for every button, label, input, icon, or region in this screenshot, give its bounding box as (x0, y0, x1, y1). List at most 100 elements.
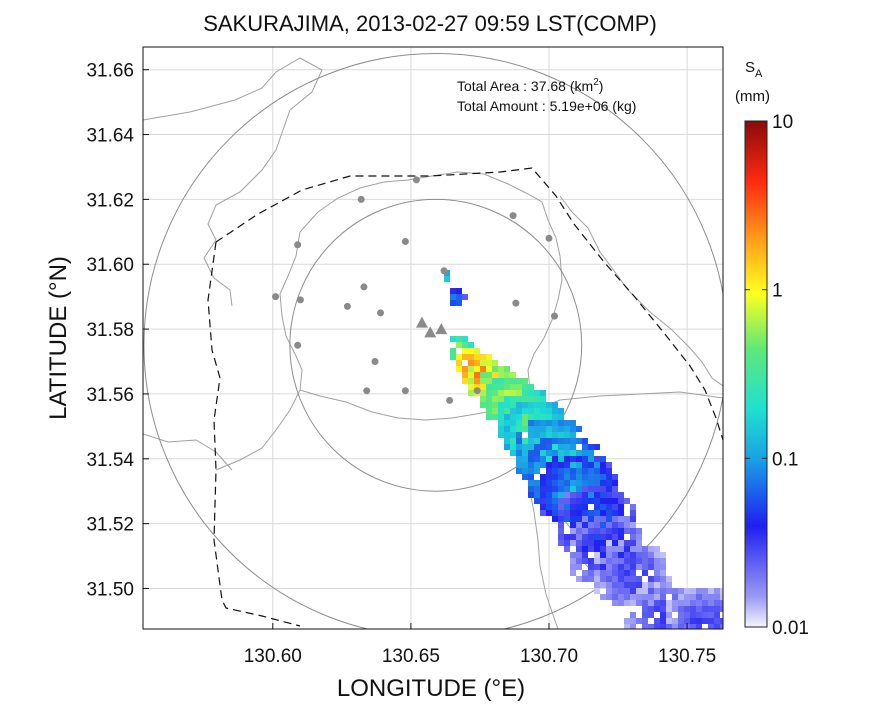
ash-cell (654, 630, 660, 636)
ash-cell (612, 564, 618, 570)
ash-cell (534, 390, 540, 396)
ash-cell (540, 450, 546, 456)
ash-cell (582, 534, 588, 540)
ash-cell (576, 486, 582, 492)
ash-cell (570, 534, 576, 540)
ash-cell (606, 474, 612, 480)
station-marker (371, 358, 379, 366)
ash-cell (504, 420, 510, 426)
ash-cell (624, 546, 630, 552)
ash-cell (618, 516, 624, 522)
ash-cell (648, 558, 654, 564)
ash-cell (540, 420, 546, 426)
x-tick-label: 130.60 (244, 646, 302, 667)
ash-cell (576, 516, 582, 522)
ash-cell (564, 480, 570, 486)
ash-cell (498, 396, 504, 402)
colorbar-tick-label: 1 (772, 281, 783, 302)
ash-cell (726, 630, 732, 636)
x-axis-label: LONGITUDE (°E) (337, 675, 525, 702)
ash-cell (600, 558, 606, 564)
ash-cell (594, 546, 600, 552)
ash-cell (462, 336, 468, 342)
ash-cell (456, 354, 462, 360)
y-tick-label: 31.52 (86, 515, 134, 536)
ash-cell (546, 492, 552, 498)
station-marker (294, 341, 302, 349)
ash-cell (630, 576, 636, 582)
ash-cell (594, 528, 600, 534)
ash-cell (444, 270, 450, 276)
ash-cell (444, 276, 450, 282)
ash-cell (582, 468, 588, 474)
ash-cell (576, 564, 582, 570)
ash-cell (486, 408, 492, 414)
ash-cell (702, 588, 708, 594)
ash-cell (606, 498, 612, 504)
ash-cell (534, 438, 540, 444)
ash-cell (528, 384, 534, 390)
ash-cell (648, 636, 654, 642)
ash-cell (600, 546, 606, 552)
ash-cell (660, 564, 666, 570)
ash-cell (486, 360, 492, 366)
ash-cell (510, 426, 516, 432)
ash-cell (642, 564, 648, 570)
ash-cell (564, 474, 570, 480)
ash-cell (588, 522, 594, 528)
ash-cell (714, 624, 720, 629)
ash-cell (600, 528, 606, 534)
ash-cell (540, 390, 546, 396)
ash-cell (636, 534, 642, 540)
ash-cell (576, 462, 582, 468)
ash-cell (498, 402, 504, 408)
ash-cell (558, 504, 564, 510)
ash-cell (690, 600, 696, 606)
ash-cell (552, 408, 558, 414)
ash-cell (468, 348, 474, 354)
ash-cell (684, 636, 690, 642)
ash-cell (720, 648, 726, 654)
ash-cell (516, 432, 522, 438)
colorbar: SA (mm) 10 1 0.1 0.01 (735, 59, 809, 639)
ash-cell (552, 420, 558, 426)
ash-cell (582, 510, 588, 516)
ash-cell (522, 426, 528, 432)
ash-cell (618, 528, 624, 534)
ash-cell (720, 588, 723, 594)
ash-cell (708, 636, 714, 642)
plot-frame (142, 46, 724, 630)
ash-cell (600, 510, 606, 516)
ash-cell (492, 414, 498, 420)
ash-cell (636, 600, 642, 606)
ash-cell (582, 444, 588, 450)
ash-cell (618, 510, 624, 516)
ash-cell (522, 444, 528, 450)
ash-cell (654, 564, 660, 570)
ash-cell (546, 408, 552, 414)
y-tick-label: 31.62 (86, 190, 134, 211)
ash-cell (618, 564, 624, 570)
ash-cell (552, 498, 558, 504)
ash-cell (630, 594, 636, 600)
colorbar-tick-label: 0.01 (772, 618, 809, 639)
ash-cell (564, 504, 570, 510)
ash-cell (486, 390, 492, 396)
ash-cell (588, 474, 594, 480)
ash-cell (660, 588, 666, 594)
ash-cell (540, 438, 546, 444)
ash-cell (528, 474, 534, 480)
colorbar-gradient (744, 120, 768, 628)
ash-cell (486, 402, 492, 408)
ash-cell (528, 444, 534, 450)
ash-cell (672, 618, 678, 624)
ash-cell (624, 588, 630, 594)
ash-cell (564, 510, 570, 516)
ash-cell (642, 594, 648, 600)
ash-cell (594, 522, 600, 528)
ash-cell (636, 618, 642, 624)
ash-cell (552, 504, 558, 510)
ash-cell (612, 534, 618, 540)
ash-cell (588, 492, 594, 498)
ash-cell (564, 516, 570, 522)
